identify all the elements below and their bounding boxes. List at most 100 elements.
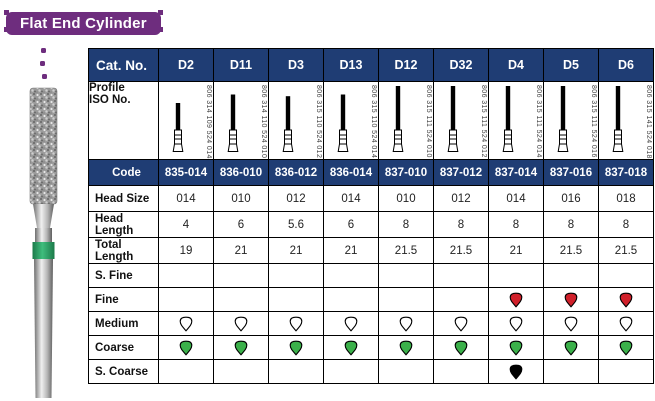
s-coarse-D3: [268, 359, 324, 384]
grit-diamond-icon-red: [564, 292, 578, 308]
grit-diamond-icon-green: [234, 340, 248, 356]
head-length-D5: 8: [543, 211, 599, 238]
decorative-dot: [41, 48, 46, 53]
fine-D6: [598, 287, 654, 312]
iso-number-D12: 806 315 111 524 010: [425, 85, 432, 158]
diamond-bur-photo: [29, 87, 58, 398]
bur-profile-icon: [612, 86, 624, 152]
grit-diamond-icon-green: [344, 340, 358, 356]
s-coarse-D32: [433, 359, 489, 384]
medium-D5: [543, 311, 599, 336]
bur-profile-icon: [392, 86, 404, 152]
spec-table: Cat. No. D2 D11 D3 D13 D12 D32 D4 D5 D6 Profile ISO…: [88, 48, 654, 384]
grit-diamond-icon-green: [619, 340, 633, 356]
s-fine-D6: [598, 263, 654, 288]
s-coarse-D4: [488, 359, 544, 384]
fine-label: Fine: [88, 287, 159, 312]
iso-number-D5: 806 315 111 524 016: [590, 85, 597, 158]
section-title-ribbon: Flat End Cylinder: [4, 10, 163, 35]
s-coarse-D13: [323, 359, 379, 384]
bur-profile-icon: [227, 94, 239, 152]
head-length-D32: 8: [433, 211, 489, 238]
total-length-D12: 21.5: [378, 237, 434, 264]
decorative-dot: [40, 61, 45, 66]
head-length-D11: 6: [213, 211, 269, 238]
total-length-D13: 21: [323, 237, 379, 264]
s-fine-D5: [543, 263, 599, 288]
bur-profile-icon: [447, 86, 459, 152]
medium-D4: [488, 311, 544, 336]
grit-diamond-icon-white: [399, 316, 413, 332]
head-size-D3: 012: [268, 185, 324, 212]
head-size-D11: 010: [213, 185, 269, 212]
coarse-D3: [268, 335, 324, 360]
bur-profile-icon: [172, 103, 184, 152]
s-coarse-row: S. Coarse: [88, 359, 654, 384]
head-length-D13: 6: [323, 211, 379, 238]
code-D12: 837-010: [378, 159, 434, 186]
bur-profile-icon: [282, 96, 294, 152]
profile-cell-D3: 806 315 110 524 012: [268, 81, 324, 160]
medium-D2: [158, 311, 214, 336]
iso-number-D4: 806 315 111 524 014: [535, 85, 542, 158]
medium-D3: [268, 311, 324, 336]
fine-D11: [213, 287, 269, 312]
grit-diamond-icon-green: [289, 340, 303, 356]
fine-D2: [158, 287, 214, 312]
header-row: Cat. No. D2 D11 D3 D13 D12 D32 D4 D5 D6: [88, 48, 654, 82]
fine-row: Fine: [88, 287, 654, 312]
profile-cell-D2: 806 314 109 524 014: [158, 81, 214, 160]
s-fine-D13: [323, 263, 379, 288]
head-size-label: Head Size: [88, 185, 159, 212]
s-fine-row: S. Fine: [88, 263, 654, 288]
grit-diamond-icon-white: [234, 316, 248, 332]
head-length-D2: 4: [158, 211, 214, 238]
head-size-D6: 018: [598, 185, 654, 212]
coarse-D13: [323, 335, 379, 360]
grit-diamond-icon-red: [509, 292, 523, 308]
col-header-D5: D5: [543, 48, 599, 82]
bur-head: [29, 87, 58, 205]
total-length-row: Total Length 19 21 21 21 21.5 21.5 21 21.5 21.5: [88, 237, 654, 264]
grit-diamond-icon-white: [619, 316, 633, 332]
medium-D11: [213, 311, 269, 336]
s-fine-D12: [378, 263, 434, 288]
head-size-D13: 014: [323, 185, 379, 212]
iso-number-D13: 806 315 110 524 014: [370, 85, 377, 159]
bur-profile-icon: [502, 86, 514, 152]
profile-cell-D12: 806 315 111 524 010: [378, 81, 434, 160]
coarse-row: Coarse: [88, 335, 654, 360]
col-header-D11: D11: [213, 48, 269, 82]
code-row-label: Code: [88, 159, 159, 186]
s-coarse-D2: [158, 359, 214, 384]
bur-neck: [33, 204, 54, 228]
code-D5: 837-016: [543, 159, 599, 186]
grit-diamond-icon-green: [399, 340, 413, 356]
total-length-D11: 21: [213, 237, 269, 264]
profile-cell-D4: 806 315 111 524 014: [488, 81, 544, 160]
bur-profile-icon: [337, 94, 349, 152]
grit-diamond-icon-green: [509, 340, 523, 356]
coarse-label: Coarse: [88, 335, 159, 360]
color-band-green: [32, 242, 55, 259]
profile-cell-D13: 806 315 110 524 014: [323, 81, 379, 160]
cat-no-header: Cat. No.: [88, 48, 159, 82]
col-header-D2: D2: [158, 48, 214, 82]
s-coarse-D6: [598, 359, 654, 384]
grit-diamond-icon-white: [509, 316, 523, 332]
iso-number-D11: 806 314 110 524 010: [260, 85, 267, 159]
grit-diamond-icon-white: [564, 316, 578, 332]
fine-D3: [268, 287, 324, 312]
code-D6: 837-018: [598, 159, 654, 186]
medium-D32: [433, 311, 489, 336]
fine-D12: [378, 287, 434, 312]
medium-label: Medium: [88, 311, 159, 336]
col-header-D13: D13: [323, 48, 379, 82]
profile-iso-row: Profile ISO No. 806 314 109 524 014 806 3…: [88, 81, 654, 160]
col-header-D6: D6: [598, 48, 654, 82]
code-D3: 836-012: [268, 159, 324, 186]
profile-cell-D6: 806 315 141 524 018: [598, 81, 654, 160]
head-length-label: Head Length: [88, 211, 159, 238]
page-title: Flat End Cylinder: [20, 15, 147, 32]
